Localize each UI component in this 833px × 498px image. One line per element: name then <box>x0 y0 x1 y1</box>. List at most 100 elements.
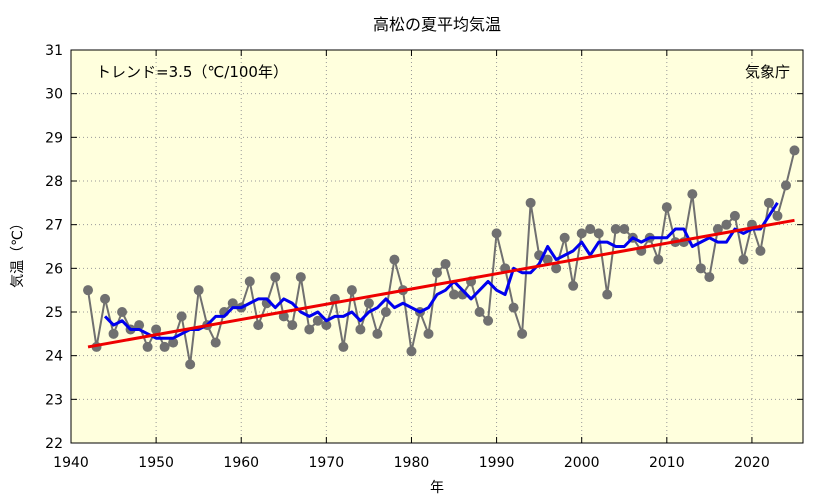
annual-point <box>772 210 783 221</box>
x-tick-label: 1950 <box>138 455 174 471</box>
annual-point <box>729 210 740 221</box>
annual-point <box>551 263 562 274</box>
annual-point <box>210 337 221 348</box>
x-axis-label: 年 <box>430 480 444 496</box>
annual-point <box>712 224 723 235</box>
annual-point <box>159 341 170 352</box>
annual-point <box>576 228 587 239</box>
annual-point <box>108 328 119 339</box>
annual-point <box>653 254 664 265</box>
annual-point <box>449 289 460 300</box>
annual-point <box>568 280 579 291</box>
annual-point <box>227 298 238 309</box>
annual-point <box>100 293 111 304</box>
annual-point <box>474 307 485 317</box>
y-tick-label: 26 <box>45 261 63 277</box>
x-tick-label: 2000 <box>564 455 600 471</box>
trend-label: トレンド=3.5（℃/100年） <box>96 63 288 81</box>
annual-point <box>270 272 281 283</box>
chart-title: 高松の夏平均気温 <box>373 15 501 34</box>
y-tick-label: 31 <box>45 43 63 59</box>
annual-point <box>253 320 264 331</box>
annual-point <box>372 328 383 339</box>
annual-point <box>763 197 774 208</box>
grid-lines <box>71 50 803 443</box>
source-label: 気象庁 <box>745 63 790 81</box>
x-axis: 1940 1950 1960 1970 1980 1990 2000 2010 2020 <box>53 50 770 471</box>
annual-point <box>780 180 791 191</box>
annual-point <box>185 359 196 370</box>
y-tick-label: 24 <box>45 349 63 365</box>
annual-point <box>593 228 604 239</box>
annual-point <box>287 320 298 331</box>
y-tick-label: 27 <box>45 218 63 234</box>
annual-point <box>389 254 400 265</box>
annual-point <box>491 228 502 239</box>
plot-border <box>70 49 804 444</box>
trend-series <box>87 218 795 349</box>
x-tick-label: 1990 <box>479 455 515 471</box>
annual-point <box>176 311 187 322</box>
annual-point <box>755 245 766 256</box>
annual-point <box>346 285 357 296</box>
annual-point <box>704 272 715 283</box>
annual-point <box>338 341 349 352</box>
y-axis: 22 23 24 25 26 27 28 29 30 31 <box>45 43 803 452</box>
y-tick-label: 30 <box>45 87 63 103</box>
annual-point <box>304 324 315 335</box>
annual-point <box>525 197 536 208</box>
y-axis-label: 気温（℃） <box>10 216 26 288</box>
annual-point <box>738 254 749 265</box>
annual-series <box>83 145 800 370</box>
annual-point <box>585 224 596 235</box>
y-tick-label: 28 <box>45 174 63 190</box>
annual-point <box>517 328 528 339</box>
annual-point <box>312 315 323 326</box>
y-tick-label: 22 <box>45 436 63 452</box>
annual-point <box>168 337 179 348</box>
annual-point <box>483 315 494 326</box>
annual-point <box>687 189 698 200</box>
annual-point <box>142 341 153 352</box>
annual-point <box>244 276 255 287</box>
annual-point <box>355 324 366 335</box>
annual-point <box>432 267 442 278</box>
annual-point <box>661 202 672 213</box>
annual-point <box>508 302 519 313</box>
annual-point <box>380 307 391 317</box>
annual-point <box>117 307 128 317</box>
x-tick-label: 2020 <box>734 455 770 471</box>
annual-point <box>423 328 434 339</box>
annual-point <box>83 285 94 296</box>
annual-point <box>406 346 417 357</box>
annual-point <box>321 320 332 331</box>
annual-point <box>440 258 451 269</box>
annual-point <box>619 224 630 235</box>
x-tick-label: 2010 <box>649 455 685 471</box>
annual-point <box>542 254 553 265</box>
annual-point <box>295 272 306 283</box>
x-tick-label: 1970 <box>309 455 345 471</box>
plot-area <box>71 50 803 443</box>
annual-point <box>602 289 613 300</box>
moving-average-line <box>103 202 779 340</box>
annual-point <box>789 145 800 156</box>
x-tick-label: 1960 <box>223 455 259 471</box>
y-tick-label: 25 <box>45 305 63 321</box>
annual-point <box>151 324 162 335</box>
moving-average-series <box>103 202 779 340</box>
annual-point <box>363 298 374 309</box>
x-tick-label: 1980 <box>394 455 430 471</box>
annual-point <box>695 263 706 274</box>
annual-point <box>559 232 570 243</box>
annual-point <box>134 320 145 331</box>
annual-point <box>721 219 732 230</box>
y-tick-label: 23 <box>45 392 63 408</box>
annual-point <box>610 224 621 235</box>
y-tick-label: 29 <box>45 130 63 146</box>
trend-line <box>87 218 795 349</box>
annual-point <box>278 311 289 322</box>
annual-point <box>193 285 204 296</box>
x-tick-label: 1940 <box>53 455 89 471</box>
